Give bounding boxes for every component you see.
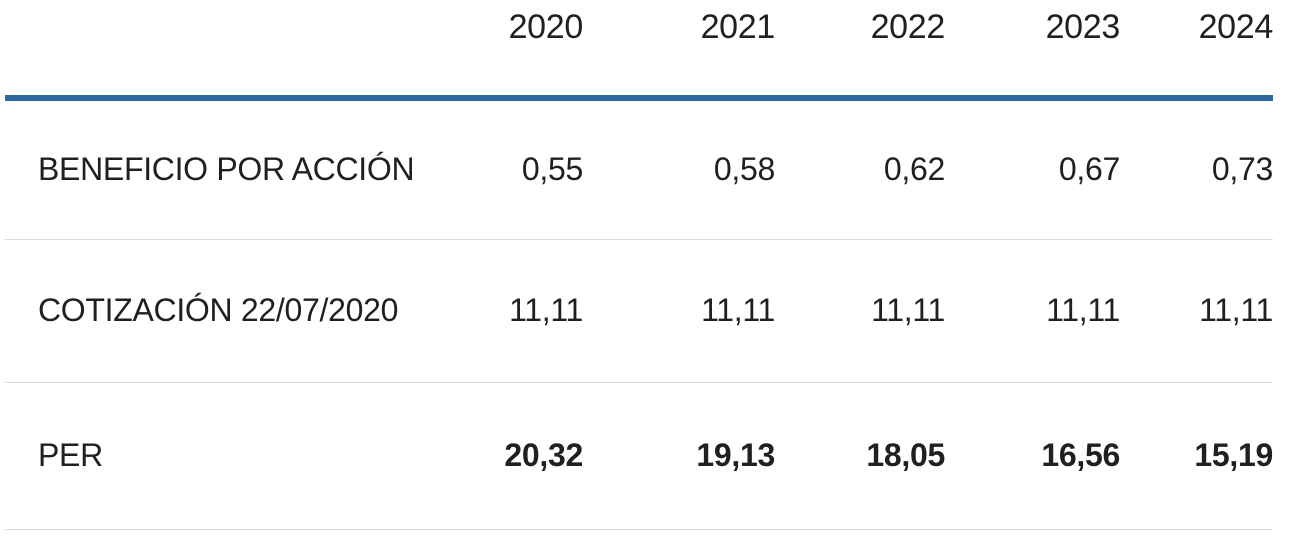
row-label: PER <box>5 382 388 530</box>
financial-ratios-table: 2020 2021 2022 2023 2024 BENEFICIO POR A… <box>5 0 1273 530</box>
table-row-beneficio-por-accion: BENEFICIO POR ACCIÓN 0,55 0,58 0,62 0,67… <box>5 98 1273 240</box>
cell-value: 11,11 <box>388 239 583 383</box>
cell-value: 0,58 <box>583 98 775 240</box>
year-header: 2023 <box>945 0 1120 101</box>
row-label: BENEFICIO POR ACCIÓN <box>5 98 415 240</box>
cell-value: 15,19 <box>1120 382 1273 530</box>
cell-value: 18,05 <box>775 382 945 530</box>
cell-value: 11,11 <box>945 239 1120 383</box>
cell-value: 20,32 <box>388 382 583 530</box>
cell-value: 11,11 <box>775 239 945 383</box>
year-header: 2022 <box>775 0 945 101</box>
year-header: 2021 <box>583 0 775 101</box>
corner-cell <box>5 0 388 101</box>
cell-value: 16,56 <box>945 382 1120 530</box>
cell-value: 0,62 <box>775 98 945 240</box>
cell-value: 0,73 <box>1120 98 1273 240</box>
cell-value: 0,55 <box>388 98 583 240</box>
cell-value: 19,13 <box>583 382 775 530</box>
cell-value: 0,67 <box>945 98 1120 240</box>
row-label: COTIZACIÓN 22/07/2020 <box>5 239 398 383</box>
table-row-cotizacion: COTIZACIÓN 22/07/2020 11,11 11,11 11,11 … <box>5 239 1273 383</box>
table-row-per: PER 20,32 19,13 18,05 16,56 15,19 <box>5 382 1273 530</box>
year-header: 2024 <box>1120 0 1273 101</box>
header-row: 2020 2021 2022 2023 2024 <box>5 0 1273 101</box>
cell-value: 11,11 <box>583 239 775 383</box>
cell-value: 11,11 <box>1120 239 1273 383</box>
year-header: 2020 <box>388 0 583 101</box>
financial-ratios-table-container: 2020 2021 2022 2023 2024 BENEFICIO POR A… <box>5 0 1273 530</box>
